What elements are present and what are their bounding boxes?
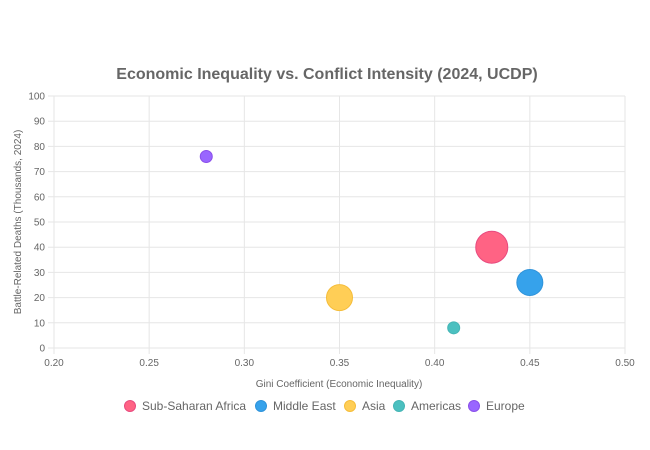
x-tick-label: 0.25 — [139, 358, 159, 369]
y-tick-label: 70 — [34, 167, 46, 178]
x-tick-label: 0.35 — [330, 358, 350, 369]
grid — [48, 95, 626, 354]
y-tick-label: 10 — [34, 318, 46, 329]
x-axis-label: Gini Coefficient (Economic Inequality) — [256, 379, 423, 390]
y-tick-label: 30 — [34, 268, 46, 279]
bubble-europe[interactable] — [199, 149, 213, 163]
legend-label: Middle East — [273, 399, 336, 413]
x-tick-label: 0.40 — [425, 358, 445, 369]
legend-marker — [344, 400, 356, 412]
legend-item[interactable]: Middle East — [255, 399, 337, 413]
y-axis-ticks: 0 10 20 30 40 50 60 70 80 90 100 — [28, 92, 45, 355]
x-tick-label: 0.50 — [615, 358, 635, 369]
y-tick-label: 90 — [34, 117, 46, 128]
legend-item[interactable]: Asia — [344, 399, 386, 413]
bubble-asia[interactable] — [326, 284, 353, 312]
y-tick-label: 100 — [28, 92, 45, 103]
legend-label: Sub-Saharan Africa — [142, 399, 246, 413]
x-tick-label: 0.30 — [235, 358, 255, 369]
x-tick-label: 0.45 — [520, 358, 540, 369]
legend-label: Americas — [411, 399, 461, 413]
legend-item[interactable]: Europe — [468, 399, 526, 413]
legend-item[interactable]: Americas — [393, 399, 462, 413]
legend-marker — [468, 400, 480, 412]
legend-marker — [124, 400, 136, 412]
legend-item[interactable]: Sub-Saharan Africa — [124, 399, 247, 413]
x-tick-label: 0.20 — [44, 358, 64, 369]
y-tick-label: 80 — [34, 142, 46, 153]
y-tick-label: 0 — [39, 344, 45, 355]
legend-marker — [255, 400, 267, 412]
y-axis-label: Battle-Related Deaths (Thousands, 2024) — [13, 130, 24, 315]
y-tick-label: 20 — [34, 293, 46, 304]
y-tick-label: 50 — [34, 218, 46, 229]
bubble-middle-east[interactable] — [516, 268, 544, 296]
legend-marker — [393, 400, 405, 412]
y-tick-label: 60 — [34, 192, 46, 203]
legend-label: Europe — [486, 399, 525, 413]
y-tick-label: 40 — [34, 243, 46, 254]
legend-label: Asia — [362, 399, 386, 413]
x-axis-ticks: 0.20 0.25 0.30 0.35 0.40 0.45 0.50 — [44, 358, 635, 369]
bubble-americas[interactable] — [447, 321, 461, 335]
bubble-sub-saharan-africa[interactable] — [475, 230, 509, 264]
chart-title: Economic Inequality vs. Conflict Intensi… — [116, 66, 537, 83]
data-points — [199, 149, 544, 335]
legend: Sub-Saharan Africa Middle East Asia America… — [124, 399, 526, 413]
